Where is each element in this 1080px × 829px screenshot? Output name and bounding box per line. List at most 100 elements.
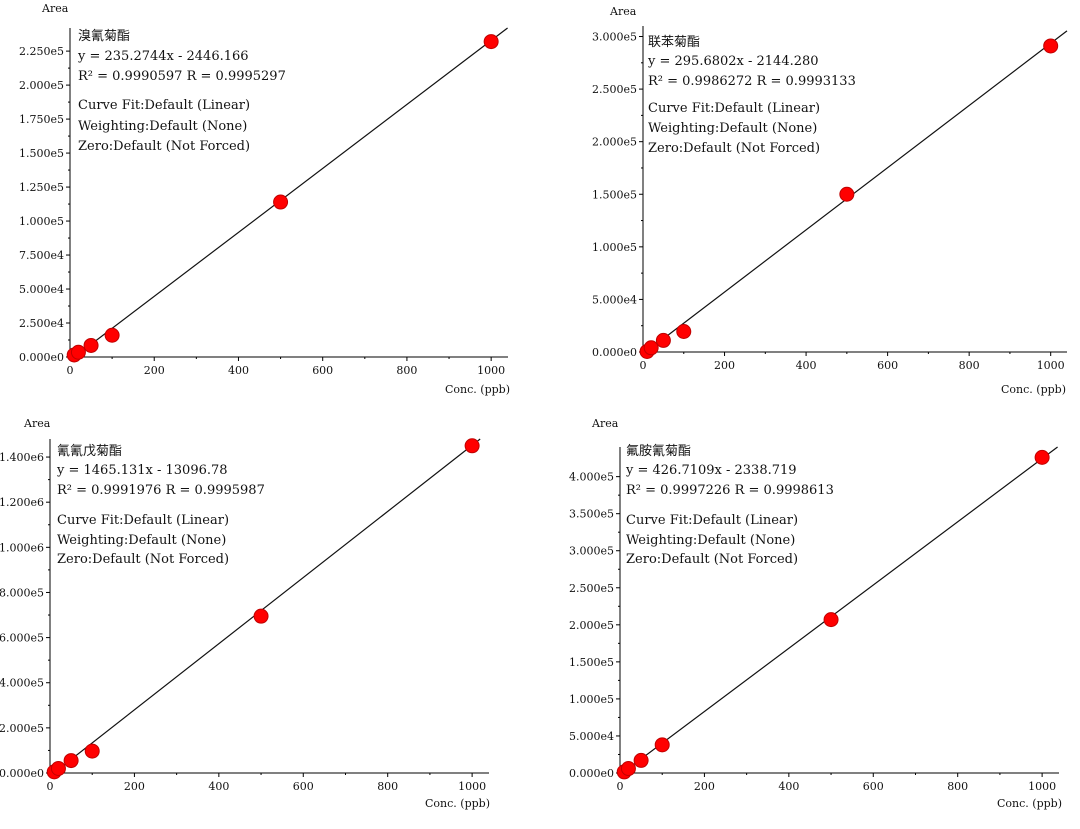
note: Weighting:Default (None) — [78, 119, 247, 134]
x-axis-label: Conc. (ppb) — [997, 797, 1062, 810]
data-point — [104, 327, 120, 343]
y-tick-label: 1.000e5 — [569, 693, 614, 706]
note: Zero:Default (Not Forced) — [57, 552, 229, 567]
y-tick-label: 2.500e5 — [569, 582, 614, 595]
chart-title: 氰氰戊菊酯 — [57, 443, 122, 459]
x-tick-label: 800 — [377, 780, 398, 793]
y-tick-label: 1.250e5 — [19, 181, 64, 194]
equation: y = 295.6802x - 2144.280 — [647, 54, 819, 69]
x-tick-label: 200 — [714, 359, 735, 372]
x-tick-label: 600 — [312, 364, 333, 377]
y-tick-label: 1.750e5 — [19, 113, 64, 126]
y-tick-label: 0.000e0 — [19, 351, 64, 364]
data-point — [620, 761, 636, 777]
y-tick-label: 5.000e4 — [19, 283, 64, 296]
note: Curve Fit:Default (Linear) — [626, 513, 798, 528]
note: Zero:Default (Not Forced) — [648, 141, 820, 156]
y-tick-label: 0.000e0 — [592, 346, 637, 359]
x-tick-label: 800 — [959, 359, 980, 372]
chart-title: 溴氰菊酯 — [78, 28, 130, 44]
fit-stats: R² = 0.9991976 R = 0.9995987 — [57, 483, 265, 498]
note: Zero:Default (Not Forced) — [626, 552, 798, 567]
data-point — [643, 340, 659, 356]
x-tick-label: 1000 — [1028, 780, 1056, 793]
x-tick-label: 0 — [617, 780, 624, 793]
y-tick-label: 3.000e5 — [592, 31, 637, 44]
fit-line — [645, 30, 1068, 353]
y-tick-label: 2.500e4 — [19, 317, 64, 330]
y-tick-label: 5.000e4 — [569, 730, 614, 743]
y-tick-label: 1.500e5 — [569, 656, 614, 669]
x-tick-label: 1000 — [477, 364, 505, 377]
data-point — [633, 752, 649, 768]
y-tick-label: 1.200e6 — [0, 496, 44, 509]
note: Weighting:Default (None) — [57, 533, 226, 548]
chart-title: 氟胺氰菊酯 — [626, 443, 691, 459]
x-tick-label: 1000 — [1037, 359, 1065, 372]
x-tick-label: 400 — [228, 364, 249, 377]
equation: y = 1465.131x - 13096.78 — [56, 463, 228, 478]
note: Curve Fit:Default (Linear) — [78, 98, 250, 113]
data-point — [1034, 449, 1050, 465]
data-point — [83, 337, 99, 353]
y-axis-label: Area — [41, 2, 69, 15]
note: Weighting:Default (None) — [648, 121, 817, 136]
y-tick-label: 1.500e5 — [592, 188, 637, 201]
fit-line — [621, 446, 1058, 774]
y-tick-label: 0.000e0 — [0, 767, 44, 780]
y-tick-label: 8.000e5 — [0, 586, 44, 599]
data-point — [676, 323, 692, 339]
y-axis-label: Area — [591, 417, 619, 430]
data-point — [464, 438, 480, 454]
y-tick-label: 1.400e6 — [0, 451, 44, 464]
y-tick-label: 3.000e5 — [569, 545, 614, 558]
y-tick-label: 2.000e5 — [569, 619, 614, 632]
y-axis-label: Area — [23, 417, 51, 430]
note: Weighting:Default (None) — [626, 533, 795, 548]
note: Curve Fit:Default (Linear) — [57, 513, 229, 528]
data-point — [70, 344, 86, 360]
y-tick-label: 5.000e4 — [592, 293, 637, 306]
fit-stats: R² = 0.9986272 R = 0.9993133 — [648, 74, 856, 89]
x-tick-label: 200 — [694, 780, 715, 793]
data-point — [654, 737, 670, 753]
y-tick-label: 2.250e5 — [19, 45, 64, 58]
data-point — [839, 186, 855, 202]
y-tick-label: 2.000e5 — [0, 722, 44, 735]
equation: y = 426.7109x - 2338.719 — [625, 463, 797, 478]
note: Curve Fit:Default (Linear) — [648, 101, 820, 116]
x-tick-label: 0 — [67, 364, 74, 377]
fit-line — [53, 438, 481, 774]
chart-title: 联苯菊酯 — [648, 35, 700, 50]
data-point — [655, 332, 671, 348]
x-tick-label: 600 — [863, 780, 884, 793]
y-axis-label: Area — [609, 5, 637, 18]
y-tick-label: 4.000e5 — [569, 471, 614, 484]
x-tick-label: 200 — [144, 364, 165, 377]
y-tick-label: 2.000e5 — [19, 79, 64, 92]
x-tick-label: 1000 — [458, 780, 486, 793]
y-tick-label: 6.000e5 — [0, 632, 44, 645]
data-point — [823, 612, 839, 628]
note: Zero:Default (Not Forced) — [78, 139, 250, 154]
data-point — [483, 34, 499, 50]
y-tick-label: 0.000e0 — [569, 767, 614, 780]
y-tick-label: 3.500e5 — [569, 508, 614, 521]
x-tick-label: 200 — [124, 780, 145, 793]
x-tick-label: 400 — [778, 780, 799, 793]
y-tick-label: 1.000e5 — [592, 241, 637, 254]
x-tick-label: 800 — [396, 364, 417, 377]
x-axis-label: Conc. (ppb) — [445, 383, 510, 396]
fit-stats: R² = 0.9997226 R = 0.9998613 — [626, 483, 834, 498]
x-tick-label: 0 — [47, 780, 54, 793]
x-tick-label: 600 — [293, 780, 314, 793]
x-axis-label: Conc. (ppb) — [425, 797, 490, 810]
y-tick-label: 1.000e6 — [0, 541, 44, 554]
y-tick-label: 1.500e5 — [19, 147, 64, 160]
equation: y = 235.2744x - 2446.166 — [77, 49, 249, 64]
data-point — [273, 194, 289, 210]
y-tick-label: 2.000e5 — [592, 136, 637, 149]
y-tick-label: 2.500e5 — [592, 83, 637, 96]
fit-line — [74, 27, 508, 358]
